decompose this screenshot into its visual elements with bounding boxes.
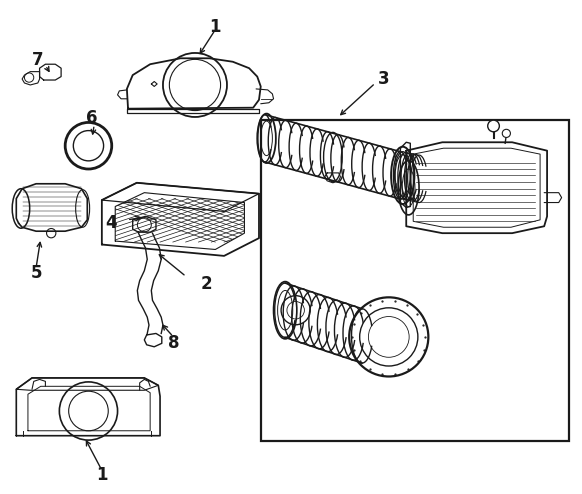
Text: 6: 6 [86, 109, 98, 126]
Text: 2: 2 [201, 275, 212, 293]
Text: 1: 1 [210, 18, 221, 36]
Bar [261, 120, 569, 441]
Text: 1: 1 [96, 466, 108, 484]
Circle shape [502, 129, 510, 137]
Text: 4: 4 [105, 214, 116, 232]
Text: 5: 5 [30, 264, 42, 282]
Circle shape [488, 120, 499, 132]
Text: 7: 7 [32, 51, 44, 69]
Text: 8: 8 [168, 334, 179, 352]
Text: 3: 3 [378, 70, 390, 88]
